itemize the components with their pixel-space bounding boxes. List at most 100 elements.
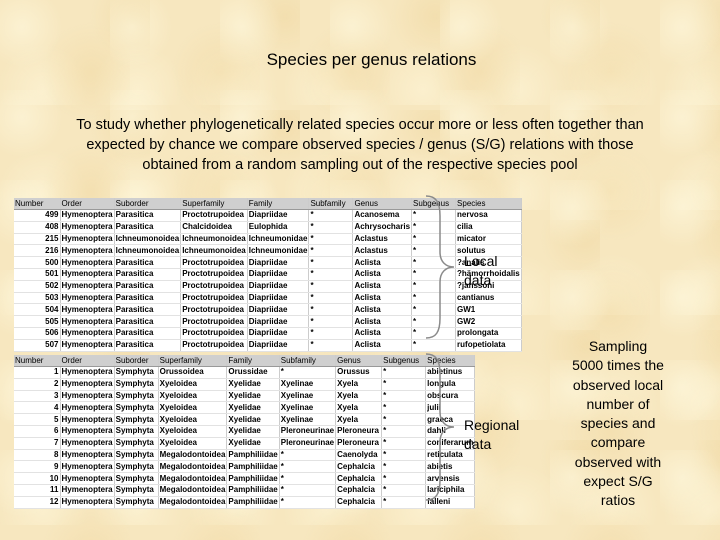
table-cell: Xyelinae	[279, 401, 337, 415]
table-cell: Cephalcia	[335, 472, 383, 485]
table-cell: Cephalcia	[335, 484, 383, 497]
table-cell: Diapriidae	[247, 209, 310, 222]
column-header: Order	[60, 198, 115, 210]
table-cell: 3	[14, 390, 61, 403]
table-cell: 408	[14, 221, 61, 234]
table-row: 507 Hymenoptera Parasitica Proctotrupoidea D…	[14, 339, 522, 352]
table-cell: abietinus	[425, 366, 476, 379]
local-brace	[425, 195, 455, 339]
table-cell: Hymenoptera	[60, 484, 115, 497]
table-cell: 8	[14, 449, 61, 462]
table-cell: Ichneumonoidea	[180, 244, 248, 258]
table-cell: Hymenoptera	[60, 303, 115, 317]
table-cell: Acanosema	[352, 209, 413, 222]
table-cell: Ichneumonoidea	[114, 244, 182, 258]
table-cell: ?analis	[455, 256, 522, 269]
table-cell: *	[381, 390, 427, 403]
table-cell: Diapriidae	[247, 292, 310, 305]
table-cell: Symphyta	[114, 378, 159, 391]
table-cell: 499	[14, 209, 61, 222]
table-cell: Hymenoptera	[60, 315, 115, 328]
table-row: 9 Hymenoptera Symphyta Megalodontoidea Pamph…	[14, 460, 476, 474]
column-header: Subfamily	[308, 198, 354, 210]
sampling-line: observed local	[572, 376, 664, 393]
table-cell: julii	[425, 401, 476, 415]
table-cell: Parasitica	[114, 303, 182, 317]
table-cell: dahli	[425, 425, 476, 438]
table-cell: Symphyta	[114, 472, 159, 485]
table-cell: Hymenoptera	[60, 327, 115, 340]
table-row: 408 Hymenoptera Parasitica Chalcidoidea Eulo…	[14, 221, 522, 234]
table-cell: 503	[14, 292, 61, 305]
table-cell: Orussus	[335, 366, 383, 379]
table-cell: Symphyta	[114, 460, 159, 474]
column-header: Family	[247, 198, 310, 210]
table-cell: Symphyta	[114, 437, 159, 450]
intro-text: To study whether phylogenetically relate…	[30, 115, 690, 175]
table-cell: Parasitica	[114, 315, 182, 328]
table-row: 499 Hymenoptera Parasitica Proctotrupoidea D…	[14, 209, 522, 222]
table-cell: Parasitica	[114, 221, 182, 234]
table-cell: 12	[14, 496, 61, 509]
table-cell: Xyela	[335, 413, 383, 426]
table-cell: Pleroneurinae	[279, 437, 337, 450]
table-cell: Hymenoptera	[60, 280, 115, 293]
table-cell: *	[279, 472, 337, 485]
table-row: 11 Hymenoptera Symphyta Megalodontoidea Pamp…	[14, 484, 476, 497]
table-cell: graeca	[425, 413, 476, 426]
table-cell: *	[411, 233, 457, 246]
table-cell: Proctotrupoidea	[180, 256, 248, 269]
table-cell: Symphyta	[114, 390, 159, 403]
table-row: 6 Hymenoptera Symphyta Xyeloidea Xyelidae Ple…	[14, 425, 476, 438]
sampling-line: species and	[580, 415, 656, 432]
sampling-line: 5000 times the	[572, 357, 664, 374]
table-cell: *	[411, 339, 457, 352]
sampling-line: number of	[586, 395, 650, 412]
table-cell: 507	[14, 339, 61, 352]
column-header: Suborder	[114, 355, 159, 367]
intro-line-3: obtained from a random sampling out of t…	[142, 157, 578, 173]
table-cell: *	[279, 366, 337, 379]
table-cell: Proctotrupoidea	[180, 315, 248, 328]
table-cell: *	[411, 280, 457, 293]
sampling-line: expect S/G	[583, 473, 653, 490]
table-cell: Xyelidae	[226, 390, 280, 403]
table-row: 2 Hymenoptera Symphyta Xyeloidea Xyelidae Xye…	[14, 378, 476, 391]
table-cell: *	[381, 425, 427, 438]
table-cell: Eulophida	[247, 221, 310, 234]
column-header: Subgenus	[411, 198, 457, 210]
table-cell: Aclista	[352, 280, 413, 293]
table-cell: *	[308, 209, 354, 222]
table-cell: *	[411, 221, 457, 234]
table-cell: Diapriidae	[247, 256, 310, 269]
table-cell: Hymenoptera	[60, 233, 115, 246]
table-row: 501 Hymenoptera Parasitica Proctotrupoidea D…	[14, 268, 522, 281]
table-cell: Achrysocharis	[352, 221, 413, 234]
table-cell: cantianus	[455, 292, 522, 305]
table-cell: Xyeloidea	[158, 401, 228, 415]
table-cell: Aclista	[352, 339, 413, 352]
table-cell: Chalcidoidea	[180, 221, 248, 234]
table-cell: *	[308, 268, 354, 281]
table-cell: Megalodontoidea	[158, 472, 228, 485]
local-data-table: Number Order Suborder Superfamily Family Subf…	[14, 198, 522, 352]
intro-line-1: To study whether phylogenetically relate…	[76, 117, 644, 133]
table-cell: *	[308, 280, 354, 293]
table-cell: Diapriidae	[247, 327, 310, 340]
table-cell: Xyelidae	[226, 378, 280, 391]
table-row: 506 Hymenoptera Parasitica Proctotrupoidea D…	[14, 327, 522, 340]
table-cell: Symphyta	[114, 496, 159, 509]
table-cell: Aclista	[352, 256, 413, 269]
column-header: Number	[14, 198, 61, 210]
table-cell: Parasitica	[114, 292, 182, 305]
table-cell: Aclista	[352, 292, 413, 305]
table-cell: 502	[14, 280, 61, 293]
table-cell: *	[411, 244, 457, 258]
table-cell: Symphyta	[114, 413, 159, 426]
table-cell: Proctotrupoidea	[180, 303, 248, 317]
table-cell: *	[308, 303, 354, 317]
table-cell: coniferarum	[425, 437, 476, 450]
column-header: Superfamily	[158, 355, 228, 367]
table-row: 7 Hymenoptera Symphyta Xyeloidea Xyelidae Ple…	[14, 437, 476, 450]
table-cell: micator	[455, 233, 522, 246]
